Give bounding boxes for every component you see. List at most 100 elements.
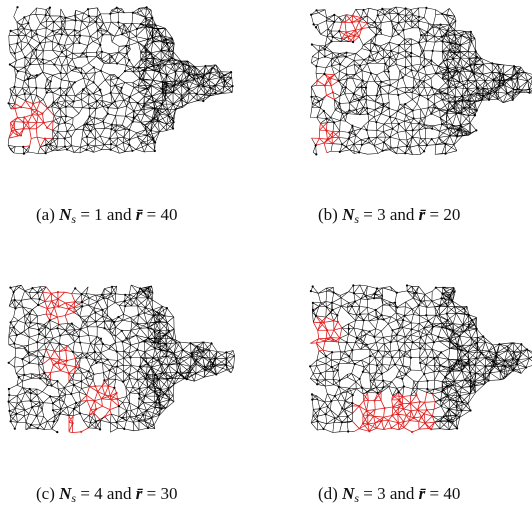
mesh-node: [60, 33, 63, 36]
mesh-node: [319, 321, 322, 324]
mesh-node: [161, 80, 164, 84]
mesh-node: [454, 86, 457, 89]
mesh-node: [447, 408, 450, 411]
mesh-node: [516, 358, 520, 361]
mesh-node: [423, 372, 426, 376]
mesh-node: [458, 394, 461, 397]
ns-subscript: s: [354, 491, 360, 505]
mesh-node: [404, 103, 407, 106]
mesh-node: [129, 356, 132, 359]
mesh-node: [151, 16, 154, 19]
mesh-node: [122, 380, 125, 383]
mesh-node: [113, 100, 116, 103]
highlighted-edges: [38, 286, 120, 433]
mesh-node: [29, 63, 32, 66]
mesh-node: [110, 285, 114, 288]
mesh-node: [516, 88, 519, 91]
mesh-node: [309, 365, 312, 368]
mesh-nodes: [7, 285, 228, 434]
mesh-node: [376, 14, 379, 17]
mesh-node: [13, 427, 16, 430]
mesh-node: [103, 379, 106, 382]
mesh-node: [362, 319, 365, 322]
mesh-node: [333, 395, 336, 398]
mesh-node: [147, 326, 150, 329]
mesh-node: [146, 296, 149, 299]
mesh-node: [204, 64, 207, 68]
mesh-node: [382, 379, 385, 382]
ns-symbol: N: [59, 484, 72, 503]
mesh-node: [417, 41, 420, 44]
mesh-node: [446, 29, 449, 32]
mesh-node: [432, 341, 435, 344]
mesh-node: [451, 329, 454, 332]
mesh-node: [417, 19, 420, 23]
mesh-node: [75, 401, 78, 404]
mesh-node: [78, 41, 81, 45]
mesh-node: [417, 304, 420, 307]
mesh-node: [389, 84, 392, 87]
mesh-node: [99, 43, 102, 47]
mesh-node: [88, 93, 91, 96]
mesh-node: [364, 86, 368, 89]
mesh-node: [41, 112, 44, 115]
mesh-node: [44, 14, 47, 17]
r-symbol: r̄: [418, 205, 426, 224]
mesh-node: [528, 91, 531, 94]
mesh-node: [347, 327, 350, 330]
mesh-node: [444, 142, 447, 145]
mesh-node: [52, 20, 55, 23]
mesh-node: [368, 330, 371, 333]
mesh-node: [165, 38, 168, 41]
mesh-node: [391, 414, 394, 417]
mesh-node: [158, 320, 161, 323]
mesh-node: [59, 86, 62, 90]
mesh-node: [159, 349, 162, 352]
mesh-node: [426, 379, 429, 382]
mesh-node: [150, 95, 153, 98]
mesh-node: [417, 122, 421, 125]
mesh-node: [179, 80, 182, 83]
mesh-node: [85, 356, 88, 359]
mesh-node: [7, 387, 10, 391]
mesh-node: [151, 356, 155, 359]
mesh-node: [430, 112, 433, 115]
mesh-node: [366, 107, 369, 110]
mesh-node: [470, 319, 473, 322]
mesh-node: [317, 100, 320, 103]
mesh-node: [314, 314, 317, 317]
mesh-node: [418, 400, 421, 403]
mesh-node: [17, 376, 20, 379]
mesh-node: [422, 65, 425, 69]
ns-value: 3: [377, 484, 386, 503]
mesh-node: [433, 357, 436, 360]
mesh-node: [144, 306, 147, 309]
r-value: 40: [160, 205, 178, 224]
mesh-node: [373, 21, 376, 24]
mesh-node: [7, 400, 10, 403]
mesh-node: [325, 129, 328, 132]
mesh-node: [78, 412, 82, 415]
mesh-node: [95, 361, 98, 364]
mesh-node: [411, 129, 414, 132]
mesh-node: [391, 356, 394, 359]
mesh-node: [316, 383, 319, 386]
mesh-node: [153, 107, 156, 110]
mesh-node: [330, 301, 334, 304]
mesh-node: [352, 284, 355, 287]
mesh-node: [383, 407, 386, 410]
mesh-node: [153, 117, 156, 120]
mesh-node: [167, 329, 170, 332]
mesh-node: [388, 56, 391, 59]
mesh-node: [39, 377, 42, 380]
mesh-node: [439, 399, 442, 402]
mesh-node: [340, 421, 344, 424]
mesh-node: [329, 336, 332, 339]
mesh-node: [125, 44, 128, 48]
mesh-node: [36, 341, 39, 344]
mesh-node: [29, 392, 32, 395]
mesh-node: [453, 51, 456, 54]
mesh-node: [17, 34, 20, 37]
panel-a-mesh: [5, 4, 245, 174]
mesh-node: [373, 297, 376, 300]
